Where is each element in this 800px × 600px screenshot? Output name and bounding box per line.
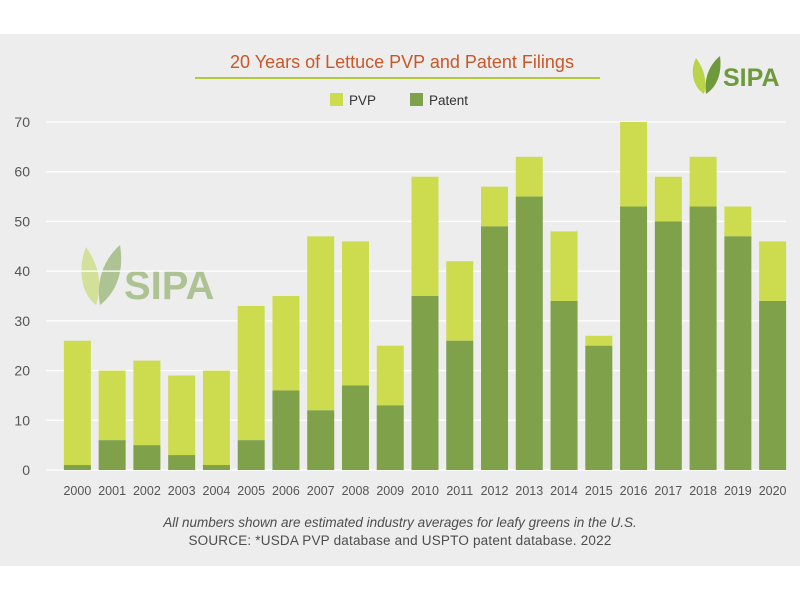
chart: 20 Years of Lettuce PVP and Patent Filin… bbox=[14, 52, 787, 498]
x-tick-label: 2005 bbox=[237, 484, 265, 498]
y-tick-label: 0 bbox=[22, 462, 30, 478]
footer-source: SOURCE: *USDA PVP database and USPTO pat… bbox=[188, 533, 612, 548]
x-tick-label: 2003 bbox=[168, 484, 196, 498]
chart-title: 20 Years of Lettuce PVP and Patent Filin… bbox=[230, 52, 574, 72]
legend: PVP Patent bbox=[330, 93, 468, 108]
bar-patent-2017 bbox=[654, 221, 682, 470]
x-tick-label: 2002 bbox=[133, 484, 161, 498]
legend-label-pvp: PVP bbox=[349, 93, 376, 108]
logo-text: SIPA bbox=[723, 64, 780, 92]
bar-patent-2001 bbox=[98, 440, 126, 470]
bar-pvp-2019 bbox=[724, 206, 752, 237]
bar-pvp-2000 bbox=[63, 340, 91, 466]
y-tick-label: 60 bbox=[14, 164, 30, 180]
sipa-logo: SIPA bbox=[692, 56, 780, 94]
x-tick-label: 2004 bbox=[203, 484, 231, 498]
x-tick-label: 2018 bbox=[689, 484, 717, 498]
y-tick-label: 10 bbox=[14, 412, 30, 428]
x-tick-label: 2000 bbox=[63, 484, 91, 498]
watermark-leaf-icon bbox=[81, 245, 122, 305]
x-tick-label: 2011 bbox=[446, 484, 473, 498]
bar-pvp-2006 bbox=[272, 296, 300, 391]
x-tick-label: 2007 bbox=[307, 484, 335, 498]
bar-patent-2006 bbox=[272, 390, 300, 470]
bar-patent-2020 bbox=[759, 300, 787, 470]
bar-patent-2007 bbox=[307, 410, 335, 470]
x-tick-label: 2014 bbox=[550, 484, 578, 498]
bar-pvp-2007 bbox=[307, 236, 335, 411]
bar-patent-2015 bbox=[585, 345, 613, 470]
bar-patent-2016 bbox=[620, 206, 648, 470]
bar-pvp-2013 bbox=[515, 156, 543, 197]
bar-patent-2014 bbox=[550, 300, 578, 470]
bar-pvp-2015 bbox=[585, 335, 613, 346]
bar-patent-2008 bbox=[341, 385, 369, 470]
x-tick-label: 2012 bbox=[481, 484, 509, 498]
bar-pvp-2018 bbox=[689, 156, 717, 207]
bar-patent-2004 bbox=[202, 465, 230, 470]
x-tick-label: 2009 bbox=[376, 484, 404, 498]
bar-patent-2018 bbox=[689, 206, 717, 470]
bar-pvp-2003 bbox=[168, 375, 196, 456]
bar-pvp-2008 bbox=[341, 241, 369, 386]
x-tick-label: 2017 bbox=[654, 484, 682, 498]
leaf-icon bbox=[692, 56, 721, 94]
x-tick-label: 2001 bbox=[98, 484, 126, 498]
x-tick-label: 2016 bbox=[620, 484, 648, 498]
bar-pvp-2016 bbox=[620, 122, 648, 207]
bar-patent-2002 bbox=[133, 445, 161, 470]
bar-patent-2010 bbox=[411, 296, 439, 470]
legend-label-patent: Patent bbox=[429, 93, 468, 108]
x-tick-label: 2008 bbox=[342, 484, 370, 498]
bar-patent-2005 bbox=[237, 440, 265, 470]
legend-swatch-pvp bbox=[330, 93, 343, 106]
y-tick-label: 30 bbox=[14, 313, 30, 329]
x-tick-label: 2019 bbox=[724, 484, 752, 498]
chart-panel: 20 Years of Lettuce PVP and Patent Filin… bbox=[0, 34, 800, 566]
sipa-watermark: SIPA bbox=[81, 245, 214, 308]
bar-pvp-2020 bbox=[759, 241, 787, 301]
bar-patent-2003 bbox=[168, 455, 196, 470]
y-tick-label: 70 bbox=[14, 114, 30, 130]
y-tick-label: 50 bbox=[14, 213, 30, 229]
footer: All numbers shown are estimated industry… bbox=[0, 514, 800, 550]
bar-patent-2012 bbox=[481, 226, 509, 470]
bar-pvp-2002 bbox=[133, 360, 161, 446]
bar-pvp-2012 bbox=[481, 186, 509, 227]
bar-pvp-2009 bbox=[376, 345, 404, 406]
bar-pvp-2001 bbox=[98, 370, 126, 441]
bar-patent-2019 bbox=[724, 236, 752, 470]
bar-pvp-2014 bbox=[550, 231, 578, 301]
bar-patent-2013 bbox=[515, 196, 543, 471]
x-tick-label: 2006 bbox=[272, 484, 300, 498]
legend-swatch-patent bbox=[410, 93, 423, 106]
bar-pvp-2017 bbox=[654, 176, 682, 222]
x-tick-label: 2013 bbox=[515, 484, 543, 498]
bar-pvp-2005 bbox=[237, 305, 265, 441]
bar-patent-2011 bbox=[446, 340, 474, 470]
footer-note: All numbers shown are estimated industry… bbox=[163, 515, 637, 530]
bar-pvp-2004 bbox=[202, 370, 230, 466]
x-tick-label: 2020 bbox=[759, 484, 787, 498]
x-tick-label: 2015 bbox=[585, 484, 613, 498]
bar-patent-2000 bbox=[63, 465, 91, 470]
x-tick-label: 2010 bbox=[411, 484, 439, 498]
bar-patent-2009 bbox=[376, 405, 404, 470]
bar-pvp-2010 bbox=[411, 176, 439, 296]
bar-pvp-2011 bbox=[446, 261, 474, 341]
y-tick-label: 20 bbox=[14, 363, 30, 379]
y-tick-label: 40 bbox=[14, 263, 30, 279]
